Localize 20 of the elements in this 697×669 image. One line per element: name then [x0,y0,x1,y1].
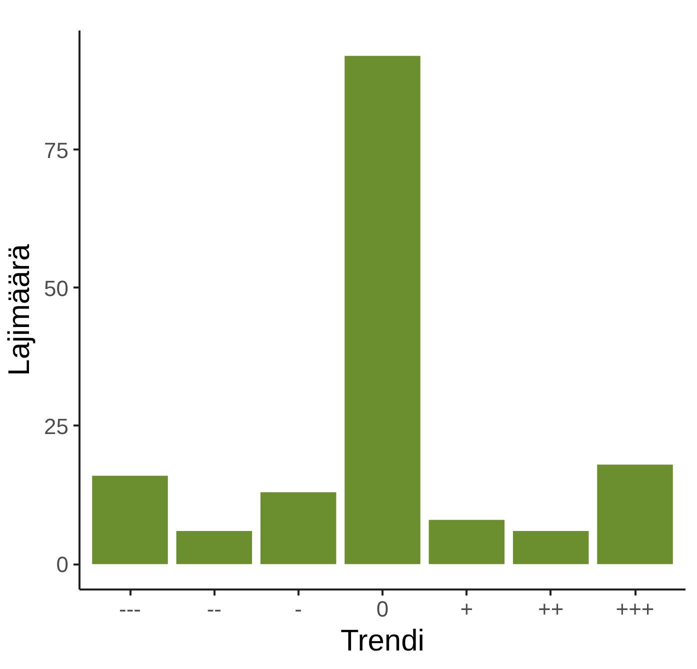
x-tick-label: - [294,596,302,622]
y-tick-label: 0 [56,552,69,578]
y-tick-label: 75 [44,138,69,163]
bar [176,530,252,564]
x-tick-label: -- [206,596,222,622]
x-tick-label: ++ [538,596,564,622]
x-tick-label: + [460,596,474,622]
bar [512,530,589,564]
y-tick-label: 50 [44,276,69,301]
bar [260,492,336,564]
bar [597,464,673,564]
y-axis-title: Lajimäärä [3,244,36,376]
x-tick-label: +++ [616,596,654,622]
x-tick-label: --- [119,596,141,622]
y-tick-label: 25 [44,414,69,439]
x-axis-title: Trendi [340,624,424,658]
bar [428,520,505,564]
bar [92,476,168,564]
x-tick-label: 0 [376,596,389,622]
bar [344,56,420,564]
